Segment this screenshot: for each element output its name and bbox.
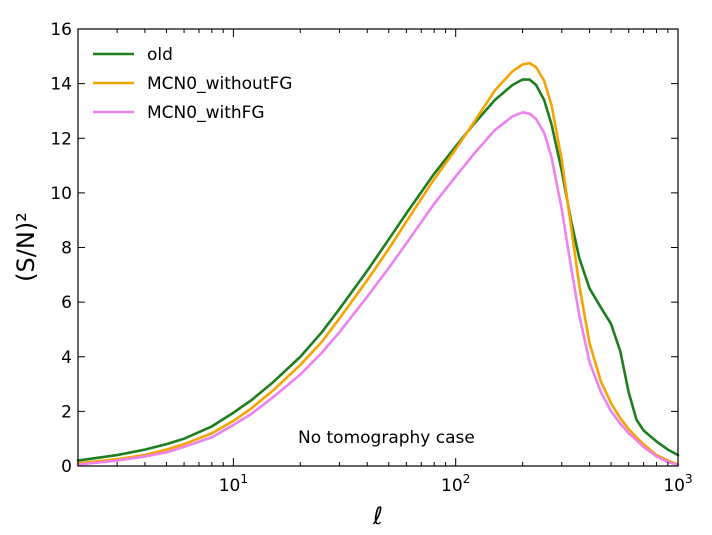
plot-area xyxy=(78,29,678,466)
y-tick-label-2: 4 xyxy=(61,348,72,368)
x-tick-label-0: 101 xyxy=(219,472,248,496)
series-layer xyxy=(76,61,680,467)
y-tick-label-4: 8 xyxy=(61,239,72,259)
x-axis: 101 102 103 xyxy=(116,29,693,496)
x-tick-label-2: 103 xyxy=(663,472,692,496)
legend: old MCN0_withoutFG MCN0_withFG xyxy=(93,45,292,123)
y-tick-label-8: 16 xyxy=(50,20,72,40)
y-tick-label-7: 14 xyxy=(50,75,72,95)
legend-label-0: old xyxy=(147,45,173,65)
x-tick-label-1: 102 xyxy=(441,472,470,496)
y-tick-label-5: 10 xyxy=(50,184,72,204)
y-tick-label-1: 2 xyxy=(61,402,72,422)
y-tick-label-3: 6 xyxy=(61,293,72,313)
y-axis: 0 2 4 6 8 10 12 14 16 xyxy=(50,20,678,477)
legend-label-2: MCN0_withFG xyxy=(147,103,265,123)
series-line-1 xyxy=(76,61,680,466)
y-axis-label: (S/N)² xyxy=(12,212,40,282)
series-line-2 xyxy=(76,111,680,467)
series-line-0 xyxy=(76,78,680,462)
x-axis-label: ℓ xyxy=(372,502,383,530)
y-tick-label-0: 0 xyxy=(61,457,72,477)
y-tick-label-6: 12 xyxy=(50,129,72,149)
legend-label-1: MCN0_withoutFG xyxy=(147,74,292,94)
annotation-text: No tomography case xyxy=(298,428,475,448)
